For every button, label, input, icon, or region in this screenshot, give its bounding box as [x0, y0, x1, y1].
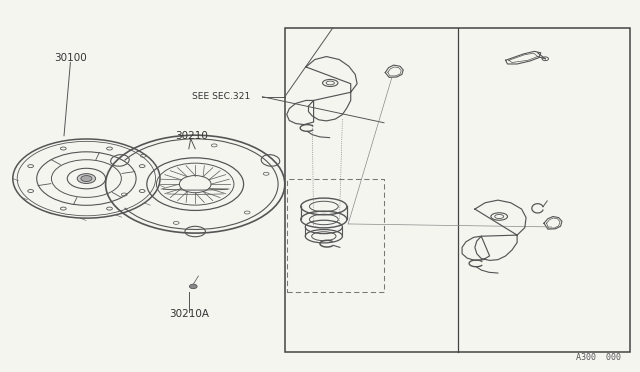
Bar: [285, 28, 630, 352]
Ellipse shape: [77, 174, 95, 183]
Text: 30210A: 30210A: [169, 310, 209, 319]
Circle shape: [189, 284, 197, 289]
Ellipse shape: [81, 176, 92, 182]
Text: 30100: 30100: [54, 53, 87, 62]
Text: SEE SEC.321: SEE SEC.321: [191, 92, 250, 101]
Text: A300  000: A300 000: [576, 353, 621, 362]
Bar: [287, 179, 384, 292]
Text: 30210: 30210: [175, 131, 209, 141]
